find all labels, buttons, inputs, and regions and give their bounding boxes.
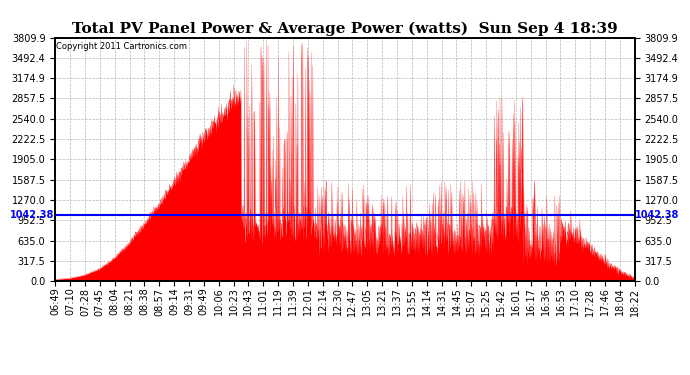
Text: Copyright 2011 Cartronics.com: Copyright 2011 Cartronics.com <box>57 42 188 51</box>
Title: Total PV Panel Power & Average Power (watts)  Sun Sep 4 18:39: Total PV Panel Power & Average Power (wa… <box>72 22 618 36</box>
Text: 1042.38: 1042.38 <box>635 210 680 219</box>
Text: 1042.38: 1042.38 <box>10 210 55 219</box>
